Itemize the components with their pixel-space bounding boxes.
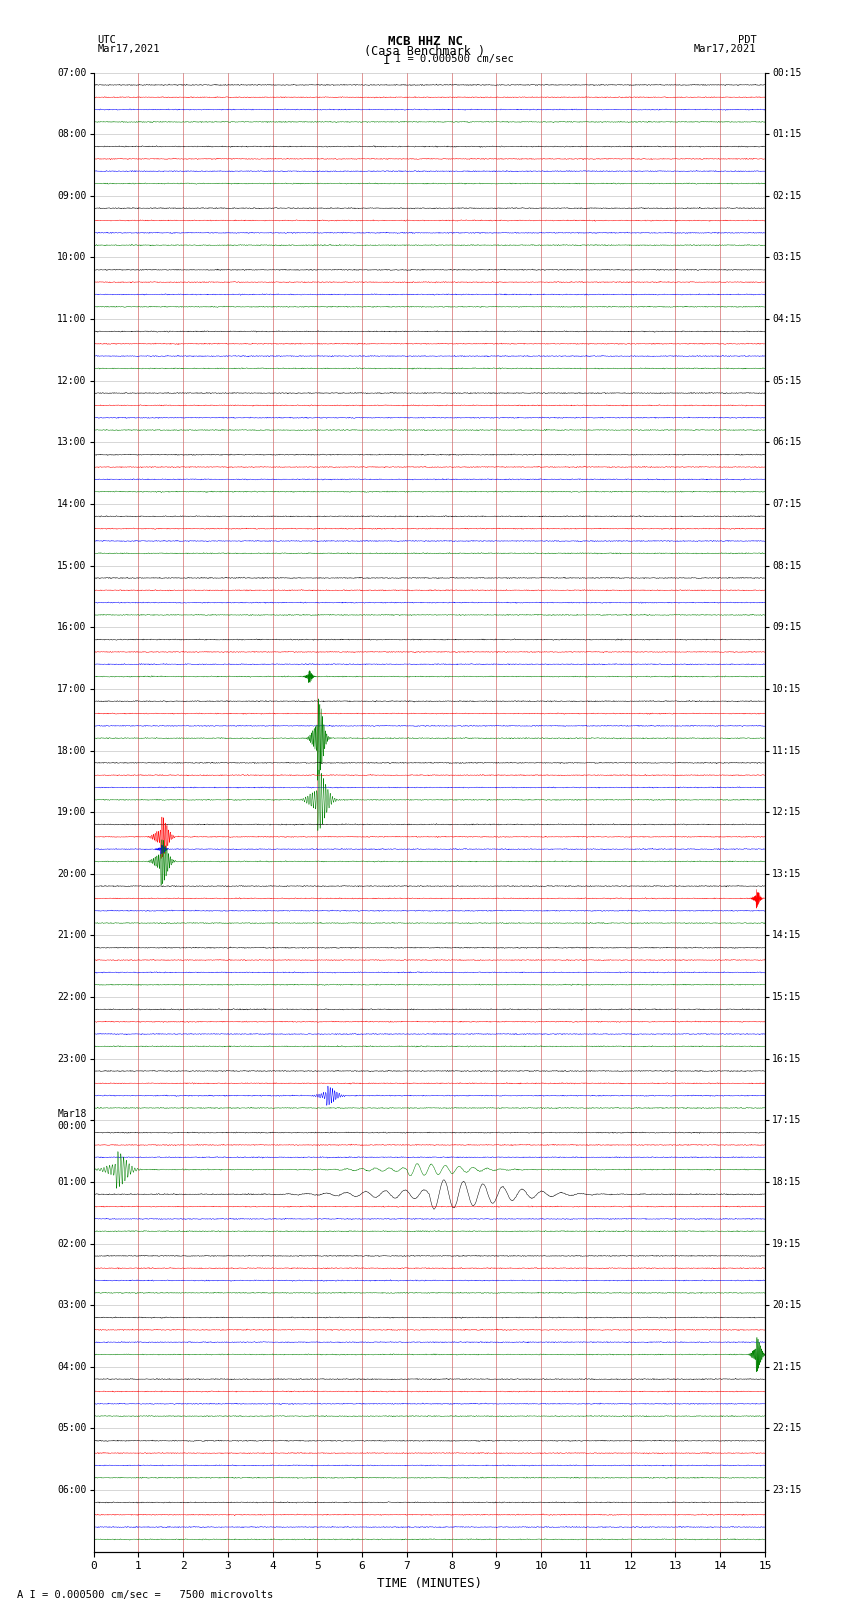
X-axis label: TIME (MINUTES): TIME (MINUTES) [377,1578,482,1590]
Text: MCB HHZ NC: MCB HHZ NC [388,35,462,48]
Text: A I = 0.000500 cm/sec =   7500 microvolts: A I = 0.000500 cm/sec = 7500 microvolts [17,1590,273,1600]
Text: UTC: UTC [98,35,116,45]
Text: (Casa Benchmark ): (Casa Benchmark ) [365,45,485,58]
Text: Mar17,2021: Mar17,2021 [98,44,161,53]
Text: PDT: PDT [738,35,756,45]
Text: Mar17,2021: Mar17,2021 [694,44,756,53]
Text: I: I [383,53,390,68]
Text: I = 0.000500 cm/sec: I = 0.000500 cm/sec [395,53,514,65]
